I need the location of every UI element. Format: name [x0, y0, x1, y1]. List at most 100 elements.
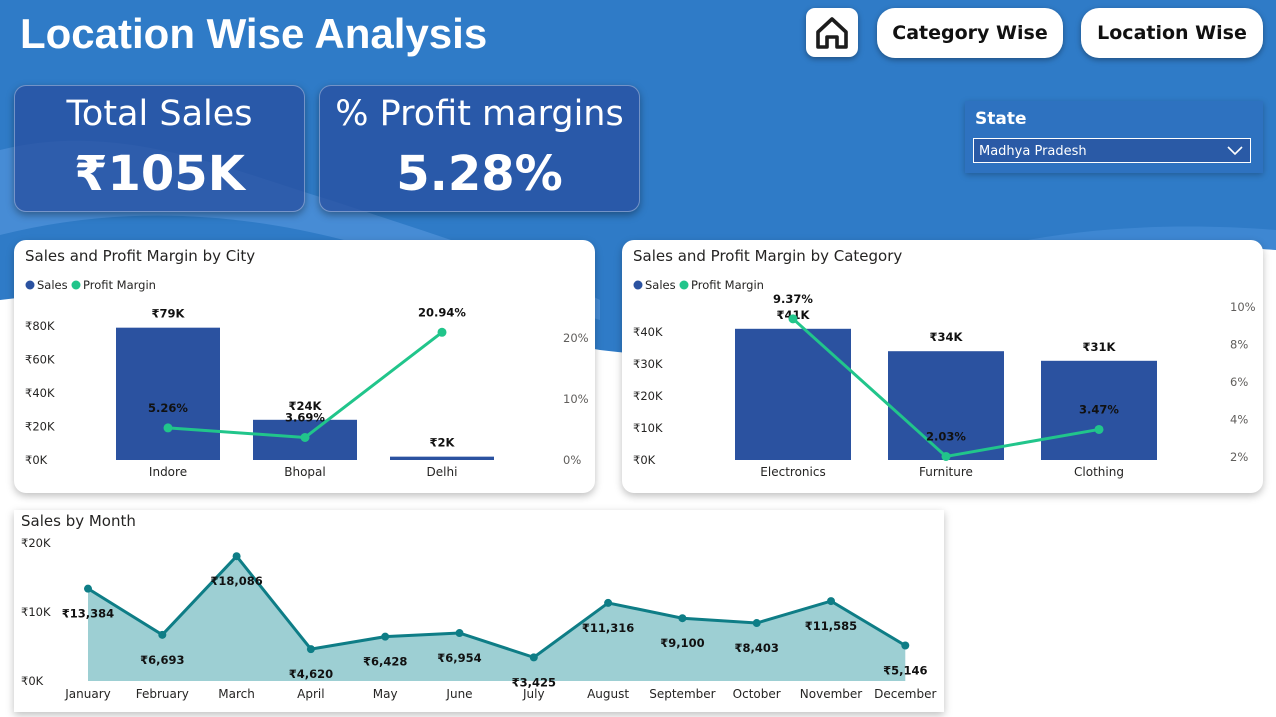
sales-point-may — [381, 632, 390, 641]
profit-margin-label: 20.94% — [418, 305, 466, 319]
x-tick-label: September — [649, 687, 715, 701]
profit-margin-label: 9.37% — [773, 292, 813, 306]
profit-margin-value: 5.28% — [396, 146, 563, 202]
y2-tick-label: 0% — [563, 453, 581, 467]
profit-margin-label: 3.69% — [285, 410, 325, 424]
x-tick-label: November — [800, 687, 862, 701]
bar-delhi — [390, 456, 494, 460]
profit-margin-label: 2.03% — [926, 429, 966, 443]
x-tick-label: Furniture — [919, 465, 973, 479]
bar-value-label: ₹2K — [430, 436, 456, 450]
state-filter-label: State — [975, 109, 1027, 129]
y-tick-label: ₹20K — [21, 536, 51, 550]
state-dropdown[interactable]: Madhya Pradesh — [973, 138, 1251, 163]
y2-tick-label: 6% — [1230, 375, 1248, 389]
x-tick-label: April — [297, 687, 324, 701]
sales-value-label: ₹8,403 — [735, 641, 779, 655]
sales-point-june — [455, 629, 464, 638]
y-tick-label: ₹60K — [25, 353, 55, 367]
y-tick-label: ₹0K — [21, 674, 44, 688]
legend-margin-label: Profit Margin — [691, 278, 764, 292]
x-tick-label: February — [136, 687, 189, 701]
y-tick-label: ₹30K — [633, 357, 663, 371]
profit-margin-card: % Profit margins 5.28% — [319, 85, 640, 212]
month-chart-card: Sales by Month ₹0K ₹10K ₹20K ₹13,384 January ₹… — [14, 510, 944, 712]
state-filter: State Madhya Pradesh — [965, 101, 1263, 173]
profit-margin-point — [163, 423, 173, 433]
sales-value-label: ₹11,585 — [805, 619, 857, 633]
city-chart: Sales and Profit Margin by City Sales Prof… — [25, 247, 589, 479]
home-icon — [816, 16, 848, 49]
x-tick-label: June — [445, 687, 472, 701]
state-dropdown-value: Madhya Pradesh — [979, 144, 1087, 159]
total-sales-value: ₹105K — [74, 146, 245, 202]
legend-sales-marker — [633, 280, 643, 290]
x-tick-label: Delhi — [427, 465, 458, 479]
legend-sales-label: Sales — [645, 278, 676, 292]
sales-value-label: ₹11,316 — [582, 621, 634, 635]
profit-margin-point — [437, 327, 447, 337]
total-sales-label: Total Sales — [66, 94, 253, 134]
x-tick-label: Electronics — [760, 465, 825, 479]
y-tick-label: ₹20K — [25, 420, 55, 434]
profit-margin-label: 3.47% — [1079, 402, 1119, 416]
x-tick-label: July — [522, 687, 545, 701]
legend-sales-label: Sales — [37, 278, 68, 292]
y-tick-label: ₹0K — [25, 453, 48, 467]
chevron-down-icon — [1227, 146, 1243, 156]
sales-value-label: ₹6,428 — [363, 655, 407, 669]
x-tick-label: Bhopal — [284, 465, 325, 479]
chart-title: Sales by Month — [21, 512, 136, 530]
profit-margin-label: % Profit margins — [335, 94, 624, 134]
sales-line — [87, 553, 907, 660]
sales-point-december — [901, 641, 910, 650]
bar-value-label: ₹24K — [289, 399, 323, 413]
profit-margin-point — [788, 314, 798, 324]
sales-point-february — [158, 630, 167, 639]
month-chart: Sales by Month ₹0K ₹10K ₹20K ₹13,384 January ₹… — [21, 512, 936, 701]
sales-point-march — [232, 552, 241, 561]
x-tick-label: December — [874, 687, 936, 701]
sales-point-november — [827, 597, 835, 606]
sales-value-label: ₹3,425 — [512, 675, 556, 689]
y-tick-label: ₹0K — [633, 453, 656, 467]
home-button[interactable] — [806, 8, 858, 57]
sales-value-label: ₹18,086 — [210, 574, 262, 588]
sales-point-august — [604, 598, 613, 607]
bar-furniture — [888, 351, 1004, 460]
legend-margin-marker — [71, 280, 81, 290]
sales-point-july — [529, 653, 538, 662]
y2-tick-label: 10% — [563, 392, 589, 406]
y-tick-label: ₹20K — [633, 389, 663, 403]
x-tick-label: October — [733, 687, 781, 701]
x-tick-label: March — [218, 687, 255, 701]
y-tick-label: ₹40K — [633, 325, 663, 339]
sales-value-label: ₹13,384 — [62, 607, 114, 621]
total-sales-card: Total Sales ₹105K — [14, 85, 305, 212]
y2-tick-label: 20% — [563, 331, 589, 345]
y-tick-label: ₹10K — [21, 605, 51, 619]
x-tick-label: January — [64, 687, 111, 701]
profit-margin-point — [941, 451, 951, 461]
profit-margin-point — [1094, 424, 1104, 434]
legend-sales-marker — [25, 280, 35, 290]
chart-title: Sales and Profit Margin by Category — [633, 247, 902, 265]
y-tick-label: ₹10K — [633, 421, 663, 435]
y2-tick-label: 4% — [1230, 413, 1248, 427]
y2-tick-label: 10% — [1230, 300, 1256, 314]
category-wise-button[interactable]: Category Wise — [877, 8, 1063, 58]
y-tick-label: ₹80K — [25, 319, 55, 333]
location-wise-button[interactable]: Location Wise — [1081, 8, 1263, 58]
sales-value-label: ₹6,693 — [140, 653, 184, 667]
bar-indore — [116, 327, 220, 460]
bar-value-label: ₹79K — [152, 307, 186, 321]
sales-value-label: ₹5,146 — [883, 663, 927, 677]
sales-point-april — [306, 645, 315, 654]
legend-margin-marker — [679, 280, 689, 290]
category-chart: Sales and Profit Margin by Category Sales… — [633, 247, 1256, 479]
sales-value-label: ₹4,620 — [289, 667, 333, 681]
profit-margin-label: 5.26% — [148, 401, 188, 415]
bar-value-label: ₹34K — [930, 330, 964, 344]
category-chart-card: Sales and Profit Margin by Category Sales… — [622, 240, 1263, 493]
chart-title: Sales and Profit Margin by City — [25, 247, 255, 265]
